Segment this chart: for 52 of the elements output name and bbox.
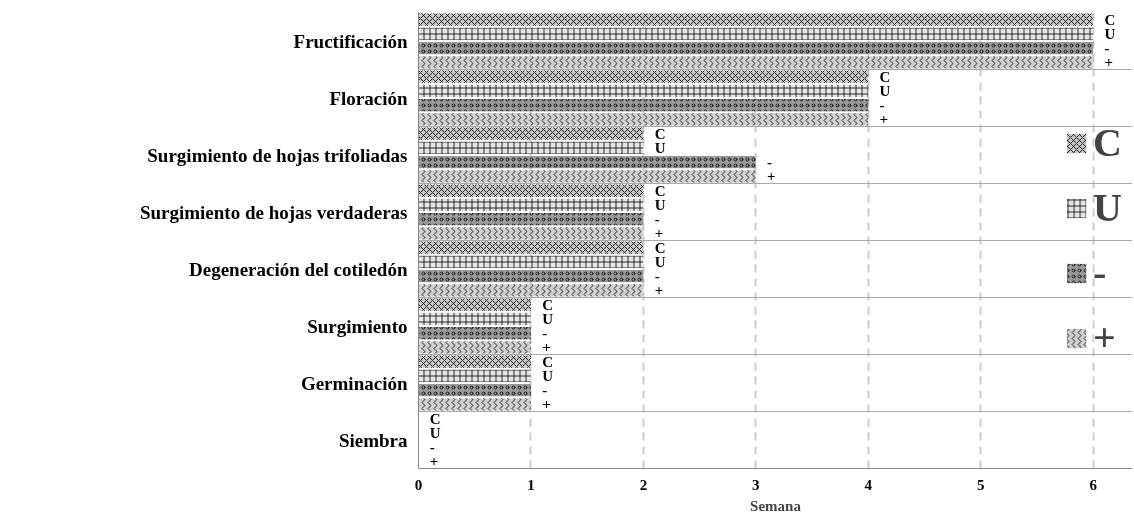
text: +	[429, 453, 439, 470]
legend-label: C	[1093, 119, 1122, 166]
text: U	[429, 424, 441, 441]
text: +	[654, 225, 664, 242]
text: -	[654, 211, 660, 228]
text: U	[542, 310, 554, 327]
text: +	[542, 396, 551, 413]
text: C	[879, 68, 891, 85]
y-tick-label: Siembra	[338, 429, 408, 451]
legend-label: +	[1093, 314, 1116, 361]
text: -	[767, 154, 773, 171]
y-tick-label: Fructificación	[293, 30, 408, 52]
y-tick-label: Germinación	[300, 372, 408, 394]
x-tick-label: 4	[864, 476, 873, 493]
text: U	[542, 367, 554, 384]
y-tick-label: Surgimiento	[307, 315, 408, 337]
text: -	[654, 268, 660, 285]
x-tick-label: 0	[414, 476, 423, 493]
text: +	[654, 282, 664, 299]
y-tick-label: Degeneración del cotiledón	[189, 258, 408, 280]
text: -	[542, 382, 548, 399]
text: C	[542, 353, 554, 370]
text: C	[654, 239, 666, 256]
text: C	[654, 125, 666, 142]
text: U	[879, 82, 891, 99]
x-tick-label: 3	[752, 476, 760, 493]
text: U	[654, 196, 666, 213]
text: -	[429, 439, 435, 456]
text: C	[654, 182, 666, 199]
y-tick-label: Floración	[329, 87, 408, 109]
text: +	[1104, 54, 1113, 71]
text: -	[879, 97, 885, 114]
legend-label: -	[1093, 249, 1108, 296]
x-tick-label: 1	[527, 476, 535, 493]
text: U	[654, 139, 666, 156]
y-tick-label: Surgimiento de hojas verdaderas	[139, 201, 408, 223]
x-tick-label: 6	[1089, 476, 1098, 493]
text: +	[542, 339, 551, 356]
x-axis-title: Semana	[750, 497, 802, 514]
text: -	[542, 325, 548, 342]
text: +	[879, 111, 889, 128]
legend-label: U	[1093, 184, 1122, 231]
text: +	[767, 168, 776, 185]
y-tick-label: Surgimiento de hojas trifoliadas	[147, 144, 408, 166]
text: C	[542, 296, 554, 313]
text: U	[1104, 25, 1116, 42]
x-tick-label: 2	[639, 476, 648, 493]
x-tick-label: 5	[976, 476, 985, 493]
text: -	[1104, 40, 1110, 57]
text: U	[654, 253, 666, 270]
text: C	[1104, 11, 1116, 28]
text: C	[429, 410, 441, 427]
